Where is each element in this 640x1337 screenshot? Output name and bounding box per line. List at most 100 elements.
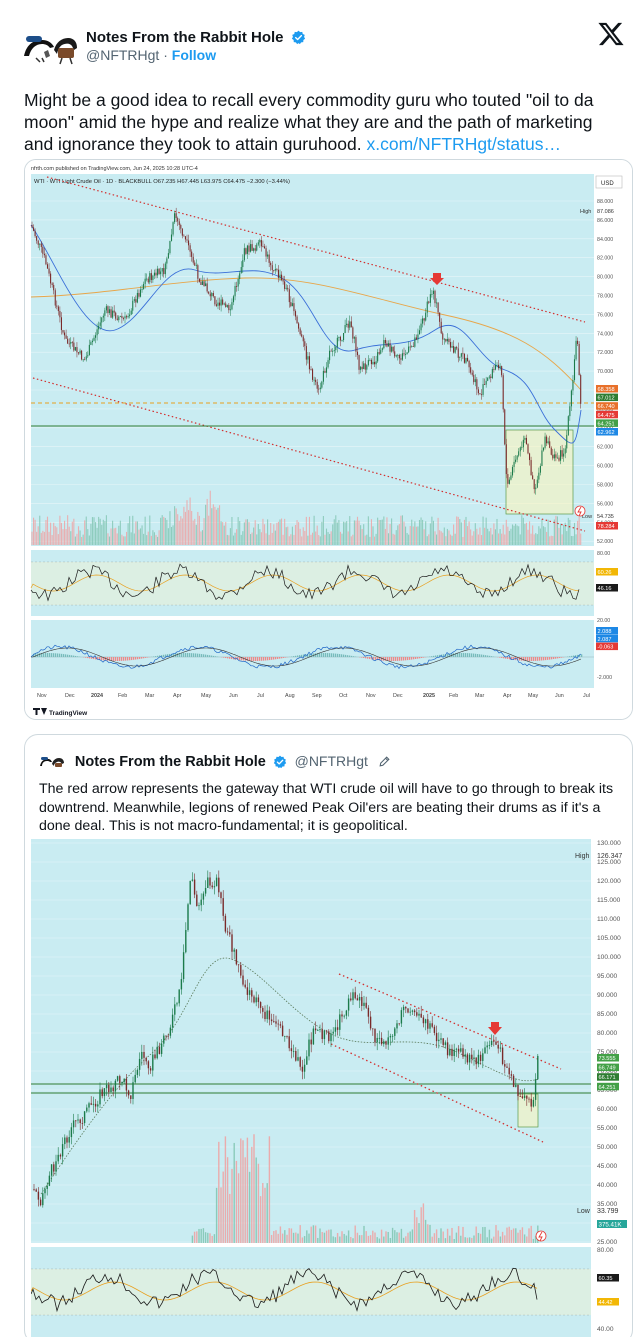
rsi-tick-label: 80.00 bbox=[597, 551, 610, 557]
macd-histogram-bar bbox=[173, 653, 175, 657]
volume-bar bbox=[240, 1138, 242, 1243]
volume-bar bbox=[225, 521, 227, 545]
volume-bar bbox=[374, 1232, 376, 1243]
candle-body bbox=[110, 1087, 112, 1093]
price-badge-label: 64.475 bbox=[598, 413, 615, 419]
candle-body bbox=[244, 984, 246, 988]
candle-body bbox=[183, 235, 185, 237]
candle-body bbox=[312, 369, 314, 380]
price-tick-label: 115.000 bbox=[597, 897, 621, 904]
candle-body bbox=[474, 379, 476, 383]
macd-histogram-bar bbox=[553, 657, 555, 660]
volume-bar bbox=[416, 1217, 418, 1243]
volume-bar bbox=[398, 1232, 400, 1243]
volume-bar bbox=[319, 536, 321, 545]
candle-body bbox=[558, 457, 560, 461]
x-logo-icon[interactable] bbox=[596, 20, 626, 48]
volume-bar bbox=[318, 535, 320, 545]
macd-histogram-bar bbox=[205, 654, 207, 657]
macd-histogram-bar bbox=[41, 653, 43, 657]
volume-bar bbox=[330, 1229, 332, 1243]
follow-button[interactable]: Follow bbox=[171, 47, 217, 63]
candle-body bbox=[416, 1012, 418, 1016]
candle-body bbox=[315, 379, 317, 382]
macd-histogram-bar bbox=[517, 657, 519, 661]
price-badge bbox=[596, 642, 618, 651]
candle-body bbox=[156, 1046, 158, 1059]
quote-author-name[interactable]: Notes From the Rabbit Hole bbox=[74, 754, 266, 770]
volume-bar bbox=[208, 515, 210, 545]
volume-bar bbox=[150, 535, 152, 545]
candle-body bbox=[219, 302, 221, 306]
volume-badge-label: 375.41K bbox=[599, 1222, 623, 1229]
candle-body bbox=[204, 887, 207, 894]
chart-image-1[interactable]: nfrth.com published on TradingView.com, … bbox=[24, 159, 633, 720]
macd-histogram-bar bbox=[137, 657, 139, 660]
volume-bar bbox=[533, 534, 535, 545]
volume-bar bbox=[175, 508, 177, 545]
volume-bar bbox=[138, 529, 140, 545]
time-tick-label: Apr bbox=[503, 693, 512, 699]
volume-bar bbox=[355, 520, 357, 545]
candle-body bbox=[33, 227, 35, 231]
candle-body bbox=[420, 323, 422, 331]
price-tick-label: 125.000 bbox=[597, 859, 621, 866]
symbol-line: WTI · WTI Light Crude Oil · 1D · BLACKBU… bbox=[34, 179, 290, 185]
candle-body bbox=[319, 387, 321, 390]
quote-handle[interactable]: @NFTRHgt bbox=[294, 753, 368, 769]
post-link[interactable]: x.com/NFTRHgt/status… bbox=[366, 134, 561, 154]
avatar[interactable] bbox=[22, 26, 78, 66]
candle-body bbox=[336, 337, 338, 347]
candle-body bbox=[232, 296, 235, 303]
candle-body bbox=[290, 1048, 293, 1052]
price-badge-label: 64.251 bbox=[599, 1085, 616, 1091]
quote-avatar bbox=[40, 757, 64, 767]
candle-body bbox=[552, 454, 554, 459]
macd-histogram-bar bbox=[195, 653, 197, 657]
volume-bar bbox=[53, 522, 55, 545]
macd-histogram-bar bbox=[415, 657, 417, 659]
candle-body bbox=[501, 366, 503, 376]
candle-body bbox=[114, 1080, 117, 1092]
price-tick-label: 52.000 bbox=[597, 539, 613, 545]
macd-histogram-bar bbox=[541, 657, 543, 661]
macd-histogram-bar bbox=[391, 657, 393, 661]
published-label: nfrth.com published on TradingView.com, … bbox=[31, 166, 198, 172]
author-handle[interactable]: @NFTRHgt bbox=[86, 47, 160, 63]
candle-body bbox=[119, 1076, 121, 1084]
volume-bar bbox=[306, 1230, 308, 1243]
macd-histogram-bar bbox=[543, 657, 545, 661]
volume-bar bbox=[201, 530, 204, 545]
volume-bar bbox=[392, 533, 394, 545]
candle-body bbox=[384, 340, 386, 344]
volume-bar bbox=[310, 1226, 312, 1243]
volume-bar bbox=[277, 1233, 279, 1243]
macd-histogram-bar bbox=[351, 655, 353, 657]
volume-bar bbox=[51, 535, 53, 545]
quoted-post[interactable]: Notes From the Rabbit Hole @NFTRHgt The … bbox=[24, 734, 633, 1337]
volume-bar bbox=[115, 527, 117, 545]
candle-body bbox=[394, 1028, 396, 1036]
volume-bar bbox=[515, 523, 517, 545]
author-name[interactable]: Notes From the Rabbit Hole bbox=[86, 29, 306, 46]
volume-bar bbox=[436, 534, 438, 545]
macd-histogram-bar bbox=[97, 657, 99, 660]
volume-bar bbox=[329, 533, 331, 545]
candle-body bbox=[39, 1199, 42, 1206]
candle-body bbox=[308, 1039, 310, 1057]
macd-histogram-bar bbox=[363, 657, 365, 659]
volume-bar bbox=[167, 528, 169, 545]
candle-body bbox=[229, 932, 231, 935]
price-badge-label: 66.171 bbox=[599, 1075, 616, 1081]
candle-body bbox=[217, 302, 219, 306]
candle-body bbox=[383, 1041, 385, 1045]
macd-histogram-bar bbox=[509, 657, 511, 660]
candle-body bbox=[330, 350, 332, 352]
volume-bar bbox=[116, 533, 118, 545]
author-name-text[interactable]: Notes From the Rabbit Hole bbox=[86, 29, 284, 46]
macd-histogram-bar bbox=[271, 657, 273, 660]
volume-bar bbox=[363, 524, 365, 545]
macd-histogram-bar bbox=[325, 653, 327, 657]
candle-body bbox=[504, 409, 506, 445]
macd-histogram-bar bbox=[253, 657, 255, 661]
